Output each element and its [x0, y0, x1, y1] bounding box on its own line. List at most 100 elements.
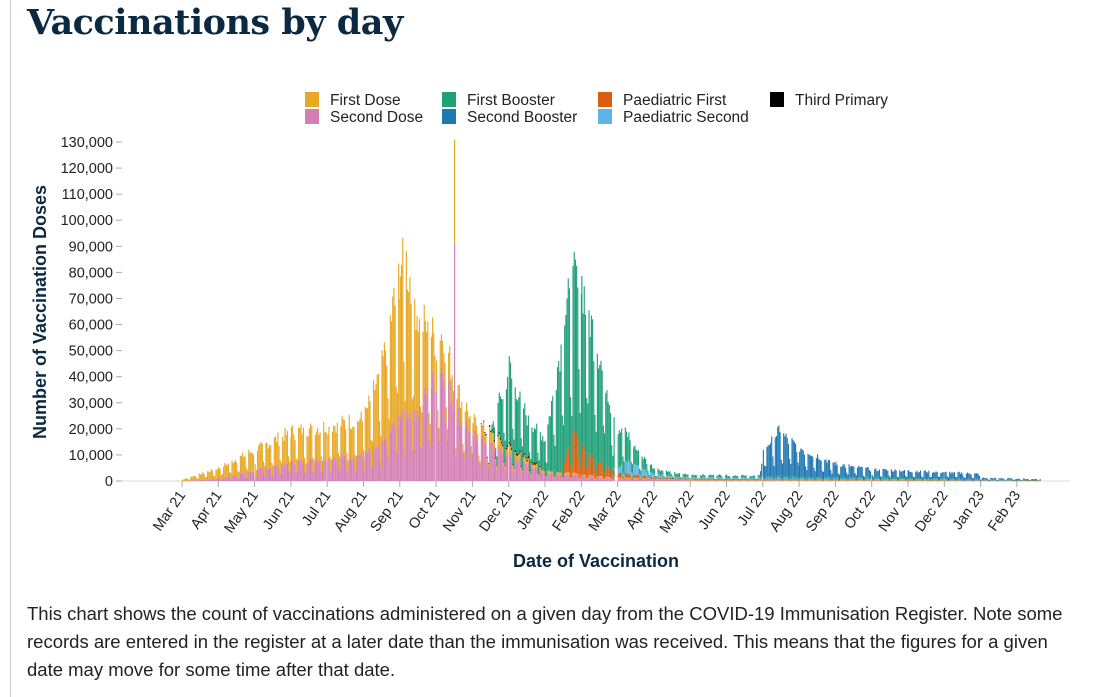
bar-first-dose [878, 480, 880, 481]
bar-second-dose [319, 460, 321, 481]
bar-first-booster [697, 478, 699, 480]
bar-paediatric-first [661, 477, 663, 479]
bar-second-dose [1020, 480, 1022, 482]
legend-item[interactable]: First Booster [442, 92, 555, 109]
bar-second-dose [192, 480, 194, 481]
bar-first-dose [463, 451, 465, 459]
bar-paediatric-first [987, 480, 989, 482]
bar-first-dose [273, 437, 275, 466]
bar-first-booster [751, 475, 753, 479]
bar-first-dose [487, 463, 490, 468]
bar-paediatric-second [893, 479, 895, 480]
y-tick-label: 40,000 [69, 370, 113, 386]
bar-first-dose [643, 478, 645, 479]
bar-second-dose [377, 445, 379, 481]
bar-first-booster [665, 470, 667, 476]
bar-paediatric-first [574, 430, 576, 474]
bar-first-dose [515, 455, 517, 462]
bar-second-dose [422, 404, 424, 481]
bar-first-dose [693, 479, 695, 481]
bar-second-booster [1033, 479, 1035, 481]
bar-first-dose [193, 475, 196, 481]
bar-first-dose [790, 480, 792, 482]
bar-first-booster [727, 476, 729, 479]
legend-item[interactable]: Paediatric First [598, 92, 727, 109]
bar-first-booster [761, 476, 763, 479]
bar-first-dose [711, 479, 713, 481]
bar-paediatric-first [653, 477, 656, 480]
bar-second-dose [749, 480, 751, 481]
bar-first-booster [533, 428, 535, 463]
bar-second-booster [963, 477, 965, 480]
y-tick-label: 130,000 [61, 135, 113, 151]
bar-first-booster [856, 477, 859, 479]
bar-first-dose [750, 480, 752, 481]
bar-first-dose [396, 392, 399, 454]
bar-second-dose [468, 432, 470, 481]
bar-first-dose [727, 480, 729, 481]
legend-item[interactable]: Second Dose [305, 109, 423, 126]
legend-item[interactable]: First Dose [305, 92, 401, 109]
bar-paediatric-first [774, 479, 776, 481]
bar-second-dose [734, 480, 736, 481]
bar-first-booster [524, 403, 526, 453]
bar-second-booster [763, 465, 766, 479]
bar-paediatric-second [639, 474, 641, 479]
bar-second-dose [243, 473, 245, 481]
bar-first-dose [753, 479, 756, 481]
bar-first-booster [1038, 480, 1040, 482]
bar-first-dose [416, 316, 418, 412]
bar-paediatric-first [676, 478, 678, 480]
bar-second-dose [282, 464, 284, 481]
bar-second-booster [933, 471, 935, 479]
bar-first-dose [866, 480, 868, 481]
bar-first-booster [1011, 479, 1013, 481]
legend-item[interactable]: Third Primary [770, 92, 888, 109]
y-tick-label: 70,000 [69, 291, 113, 307]
bar-paediatric-first [903, 479, 906, 481]
bar-second-dose [465, 420, 468, 481]
bar-first-booster [545, 461, 547, 477]
bar-paediatric-first [894, 479, 896, 481]
bar-first-booster [830, 478, 832, 480]
bar-first-dose [418, 318, 421, 407]
bar-first-booster [648, 474, 650, 478]
bar-second-booster [987, 479, 989, 481]
bar-first-booster [964, 480, 966, 481]
bar-first-dose [536, 463, 538, 468]
bar-first-booster [512, 428, 514, 465]
bar-paediatric-first [1032, 480, 1034, 482]
bar-first-dose [884, 480, 886, 481]
bar-paediatric-second [706, 479, 709, 480]
legend-item[interactable]: Second Booster [442, 109, 577, 126]
bar-first-booster [683, 474, 685, 478]
bar-second-dose [676, 479, 678, 481]
bar-third-primary [532, 463, 534, 466]
bar-first-dose [346, 452, 348, 470]
bar-first-booster [984, 479, 986, 481]
bar-first-dose [613, 477, 615, 479]
bar-second-dose [299, 460, 301, 481]
bar-paediatric-first [778, 478, 780, 480]
bar-third-primary [537, 471, 539, 473]
bar-paediatric-second [629, 462, 631, 475]
bar-paediatric-second [991, 480, 993, 481]
bar-paediatric-first [730, 479, 732, 481]
bar-paediatric-first [866, 479, 868, 481]
bar-first-dose [586, 478, 588, 479]
legend-item[interactable]: Paediatric Second [598, 109, 749, 126]
bar-second-dose [874, 480, 876, 481]
bar-paediatric-second [802, 478, 804, 480]
bar-paediatric-second [1010, 480, 1012, 481]
bar-first-dose [305, 463, 307, 474]
bar-paediatric-second [925, 479, 928, 481]
bar-first-dose [306, 435, 308, 464]
bar-second-dose [272, 475, 274, 481]
bar-second-dose [1000, 480, 1003, 482]
bar-first-dose [245, 467, 247, 477]
bar-second-booster [801, 449, 803, 477]
bar-second-dose [1008, 480, 1010, 482]
bar-first-dose [662, 479, 664, 480]
bar-paediatric-second [721, 478, 723, 480]
bar-second-booster [894, 469, 896, 478]
